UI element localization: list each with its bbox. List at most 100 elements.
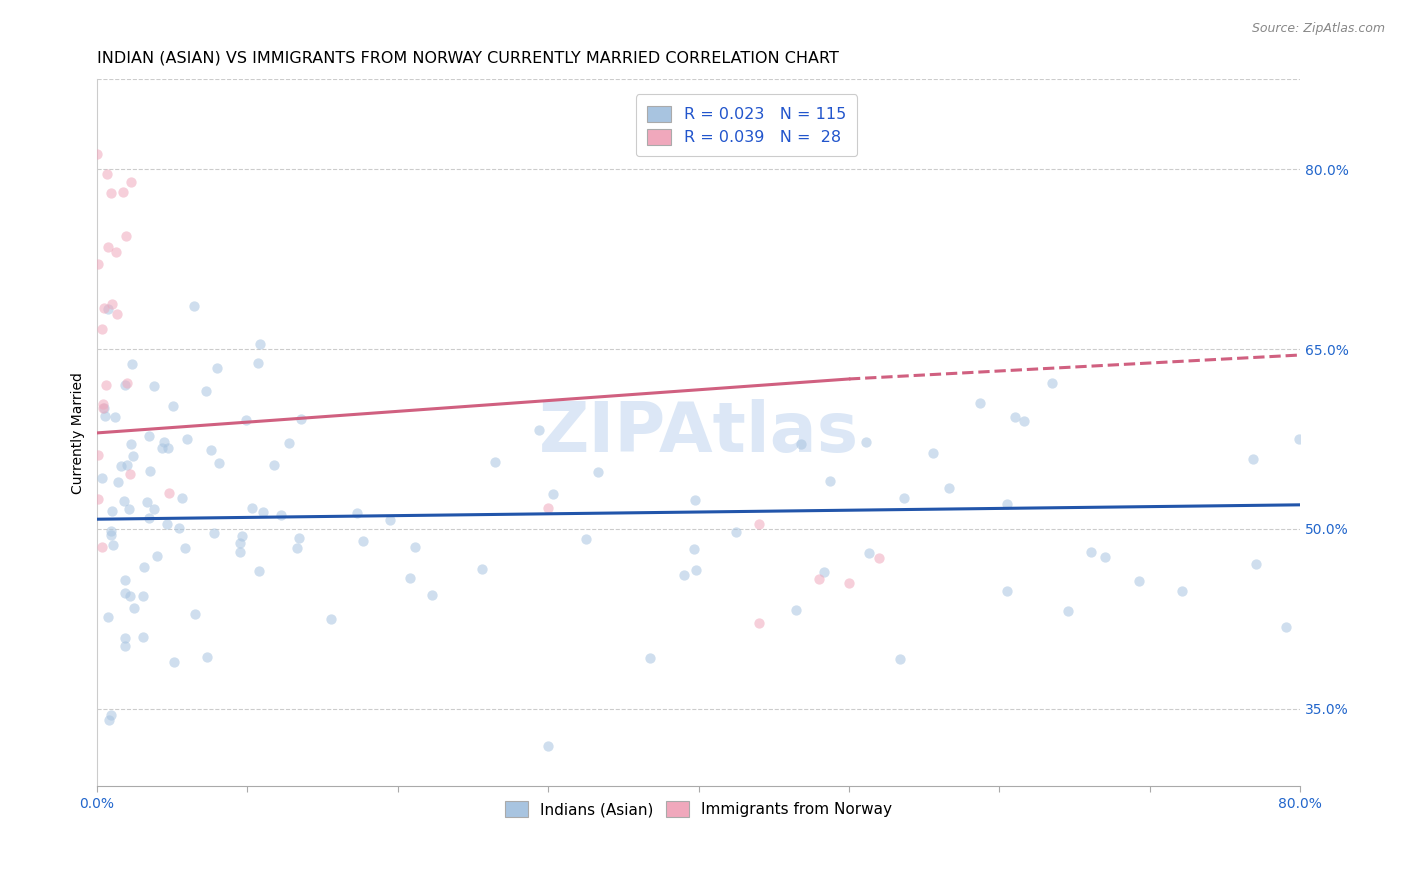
Point: [138, 429, 160, 443]
Point: [1288, 432, 1310, 446]
Point: [121, 357, 143, 371]
Point: [120, 437, 142, 451]
Point: [249, 337, 271, 351]
Point: [1056, 604, 1078, 618]
Point: [685, 493, 707, 508]
Point: [157, 441, 180, 455]
Point: [231, 529, 253, 543]
Point: [111, 185, 134, 199]
Point: [541, 487, 564, 501]
Point: [172, 491, 194, 506]
Point: [420, 588, 443, 602]
Point: [1012, 414, 1035, 428]
Point: [855, 435, 877, 450]
Point: [638, 651, 661, 665]
Text: Source: ZipAtlas.com: Source: ZipAtlas.com: [1251, 22, 1385, 36]
Point: [813, 565, 835, 579]
Point: [724, 525, 747, 540]
Point: [748, 516, 770, 531]
Point: [167, 521, 190, 535]
Point: [893, 491, 915, 506]
Point: [176, 432, 198, 446]
Point: [1274, 620, 1296, 634]
Point: [1004, 410, 1026, 425]
Point: [1080, 545, 1102, 559]
Point: [115, 376, 138, 390]
Y-axis label: Currently Married: Currently Married: [72, 372, 86, 494]
Point: [107, 307, 129, 321]
Point: [484, 455, 506, 469]
Point: [136, 495, 159, 509]
Point: [118, 589, 141, 603]
Point: [104, 245, 127, 260]
Point: [100, 186, 122, 201]
Text: INDIAN (ASIAN) VS IMMIGRANTS FROM NORWAY CURRENTLY MARRIED CORRELATION CHART: INDIAN (ASIAN) VS IMMIGRANTS FROM NORWAY…: [97, 51, 839, 66]
Point: [229, 535, 252, 549]
Point: [100, 707, 122, 722]
Point: [208, 456, 231, 470]
Point: [91, 471, 114, 485]
Point: [195, 649, 218, 664]
Point: [969, 396, 991, 410]
Point: [240, 500, 263, 515]
Point: [118, 467, 141, 482]
Point: [247, 564, 270, 578]
Point: [270, 508, 292, 523]
Point: [96, 167, 118, 181]
Point: [120, 175, 142, 189]
Point: [100, 528, 122, 542]
Point: [807, 572, 830, 586]
Point: [117, 458, 139, 473]
Point: [93, 301, 115, 316]
Point: [380, 513, 402, 527]
Point: [86, 147, 108, 161]
Point: [112, 494, 135, 508]
Point: [97, 609, 120, 624]
Point: [195, 384, 218, 398]
Point: [922, 446, 945, 460]
Point: [114, 631, 136, 645]
Point: [104, 410, 127, 425]
Point: [537, 739, 560, 754]
Point: [87, 491, 110, 506]
Point: [91, 401, 114, 415]
Point: [471, 562, 494, 576]
Point: [235, 412, 257, 426]
Point: [138, 510, 160, 524]
Point: [204, 526, 226, 541]
Point: [537, 500, 560, 515]
Point: [200, 442, 222, 457]
Point: [1040, 376, 1063, 390]
Point: [101, 538, 124, 552]
Point: [352, 534, 374, 549]
Point: [263, 458, 285, 472]
Point: [97, 713, 120, 727]
Point: [785, 603, 807, 617]
Point: [97, 301, 120, 316]
Point: [527, 423, 550, 437]
Point: [1241, 451, 1264, 466]
Point: [101, 504, 124, 518]
Legend: Indians (Asian), Immigrants from Norway: Indians (Asian), Immigrants from Norway: [498, 794, 900, 825]
Point: [114, 639, 136, 653]
Point: [586, 465, 609, 479]
Point: [889, 652, 911, 666]
Point: [118, 502, 141, 516]
Point: [246, 356, 269, 370]
Point: [91, 322, 114, 336]
Point: [1171, 584, 1194, 599]
Point: [673, 568, 696, 582]
Point: [685, 563, 707, 577]
Point: [285, 541, 308, 555]
Point: [114, 378, 136, 392]
Point: [818, 475, 841, 489]
Point: [858, 546, 880, 560]
Point: [278, 436, 301, 450]
Point: [152, 434, 174, 449]
Point: [114, 573, 136, 587]
Point: [1128, 574, 1150, 588]
Point: [229, 544, 252, 558]
Point: [122, 449, 145, 463]
Point: [290, 412, 312, 426]
Point: [174, 541, 197, 555]
